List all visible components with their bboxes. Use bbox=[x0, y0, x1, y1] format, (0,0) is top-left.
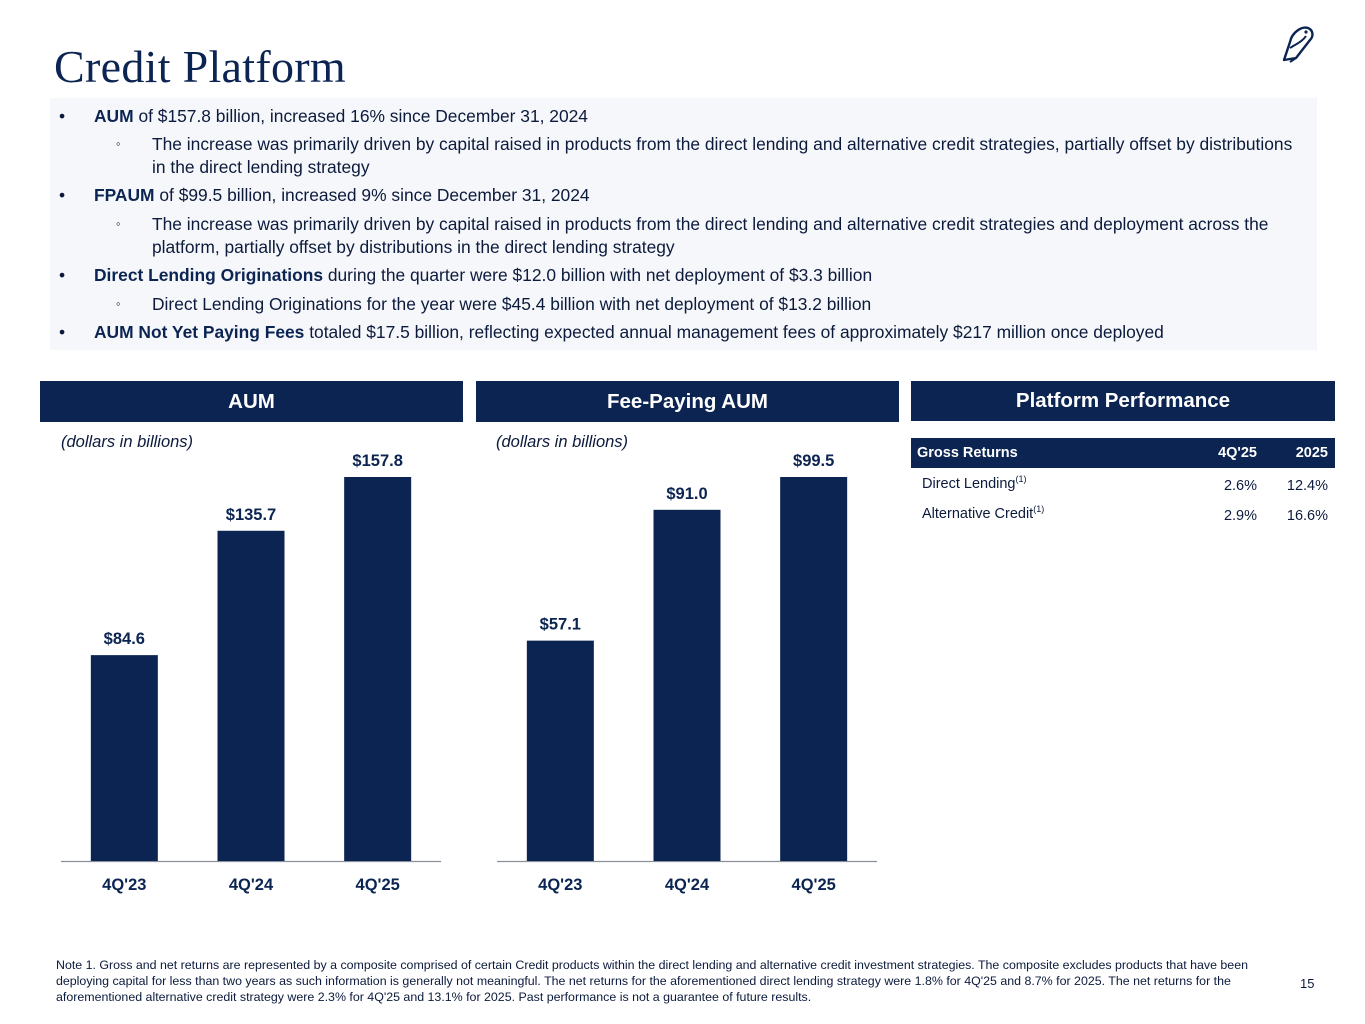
row-2025-value: 16.6% bbox=[1286, 508, 1328, 524]
sub-bullet-aum: ◦ The increase was primarily driven by c… bbox=[116, 133, 1302, 178]
header-gross-returns: Gross Returns bbox=[917, 445, 1018, 461]
bullet-bold: AUM Not Yet Paying Fees bbox=[94, 322, 305, 342]
bullet-aum: • AUM of $157.8 billion, increased 16% s… bbox=[59, 105, 1304, 128]
bullet-marker: • bbox=[59, 106, 66, 126]
fpaum-bar-chart: $57.1 4Q'23 $91.0 4Q'24 $99.5 4Q'25 bbox=[497, 452, 877, 894]
bullet-text: of $157.8 billion, increased 16% since D… bbox=[133, 106, 588, 126]
bullet-bold: Direct Lending Originations bbox=[94, 265, 323, 285]
bar bbox=[526, 640, 594, 861]
page-number: 15 bbox=[1300, 976, 1315, 991]
sub-bullet-originations: ◦ Direct Lending Originations for the ye… bbox=[116, 293, 1302, 316]
bullet-text: totaled $17.5 billion, reflecting expect… bbox=[304, 322, 1164, 342]
bar-value-label: $84.6 bbox=[104, 630, 145, 648]
bar-value-label: $99.5 bbox=[793, 452, 834, 470]
bar-value-label: $157.8 bbox=[352, 452, 402, 470]
fpaum-header: Fee-Paying AUM bbox=[476, 381, 899, 422]
bar bbox=[90, 655, 158, 861]
row-label-text: Direct Lending bbox=[922, 475, 1016, 492]
bullet-marker: • bbox=[59, 265, 66, 285]
table-header-row: Gross Returns 4Q'25 2025 bbox=[911, 438, 1335, 468]
table-row: Direct Lending(1) 2.6% 12.4% bbox=[911, 468, 1335, 498]
bullet-text: Direct Lending Originations for the year… bbox=[152, 294, 872, 314]
x-tick-label: 4Q'23 bbox=[538, 876, 582, 894]
platform-performance-header: Platform Performance bbox=[911, 381, 1335, 421]
x-tick-label: 4Q'25 bbox=[356, 876, 400, 894]
bar bbox=[217, 530, 285, 861]
bird-logo-icon bbox=[1282, 26, 1314, 63]
aum-header: AUM bbox=[40, 381, 463, 422]
bullet-text: of $99.5 billion, increased 9% since Dec… bbox=[154, 185, 590, 205]
row-4q25-value: 2.6% bbox=[1223, 478, 1257, 494]
gross-returns-table: Gross Returns 4Q'25 2025 Direct Lending(… bbox=[911, 438, 1335, 528]
fpaum-units-label: (dollars in billions) bbox=[496, 433, 629, 451]
x-tick-label: 4Q'23 bbox=[102, 876, 146, 894]
row-label: Alternative Credit(1) bbox=[922, 504, 1044, 522]
footnote: Note 1. Gross and net returns are repres… bbox=[56, 958, 1248, 1004]
bar-value-label: $57.1 bbox=[540, 616, 581, 634]
sub-bullet-marker: ◦ bbox=[116, 216, 121, 231]
bullet-marker: • bbox=[59, 185, 66, 205]
table-row: Alternative Credit(1) 2.9% 16.6% bbox=[911, 498, 1335, 528]
summary-bullets: • AUM of $157.8 billion, increased 16% s… bbox=[50, 98, 1317, 350]
bullet-not-yet-paying: • AUM Not Yet Paying Fees totaled $17.5 … bbox=[59, 321, 1304, 344]
footnote-ref: (1) bbox=[1033, 504, 1045, 514]
footnote-ref: (1) bbox=[1015, 474, 1027, 484]
x-tick-label: 4Q'25 bbox=[792, 876, 836, 894]
row-label-text: Alternative Credit bbox=[922, 505, 1034, 522]
bar bbox=[780, 477, 848, 861]
bullet-text: The increase was primarily driven by cap… bbox=[152, 134, 1293, 177]
bullet-bold: AUM bbox=[94, 106, 134, 126]
header-4q25: 4Q'25 bbox=[1218, 445, 1257, 461]
bullet-fpaum: • FPAUM of $99.5 billion, increased 9% s… bbox=[59, 184, 1304, 207]
sub-bullet-fpaum: ◦ The increase was primarily driven by c… bbox=[116, 213, 1302, 258]
bullet-bold: FPAUM bbox=[94, 185, 155, 205]
bar-value-label: $135.7 bbox=[226, 506, 276, 524]
bar bbox=[344, 477, 412, 861]
bullet-marker: • bbox=[59, 322, 66, 342]
sub-bullet-marker: ◦ bbox=[116, 296, 121, 311]
bullet-originations: • Direct Lending Originations during the… bbox=[59, 264, 1304, 287]
sub-bullet-marker: ◦ bbox=[116, 136, 121, 151]
bar bbox=[653, 509, 721, 861]
x-tick-label: 4Q'24 bbox=[665, 876, 710, 894]
page-title: Credit Platform bbox=[54, 41, 346, 92]
header-2025: 2025 bbox=[1295, 445, 1328, 461]
row-2025-value: 12.4% bbox=[1286, 478, 1328, 494]
bullet-text: The increase was primarily driven by cap… bbox=[152, 214, 1269, 257]
aum-units-label: (dollars in billions) bbox=[61, 433, 194, 451]
x-tick-label: 4Q'24 bbox=[229, 876, 274, 894]
row-label: Direct Lending(1) bbox=[922, 474, 1027, 492]
row-4q25-value: 2.9% bbox=[1223, 508, 1257, 524]
bar-value-label: $91.0 bbox=[666, 485, 707, 503]
aum-bar-chart: $84.6 4Q'23 $135.7 4Q'24 $157.8 4Q'25 bbox=[61, 452, 441, 894]
bullet-text: during the quarter were $12.0 billion wi… bbox=[323, 265, 873, 285]
